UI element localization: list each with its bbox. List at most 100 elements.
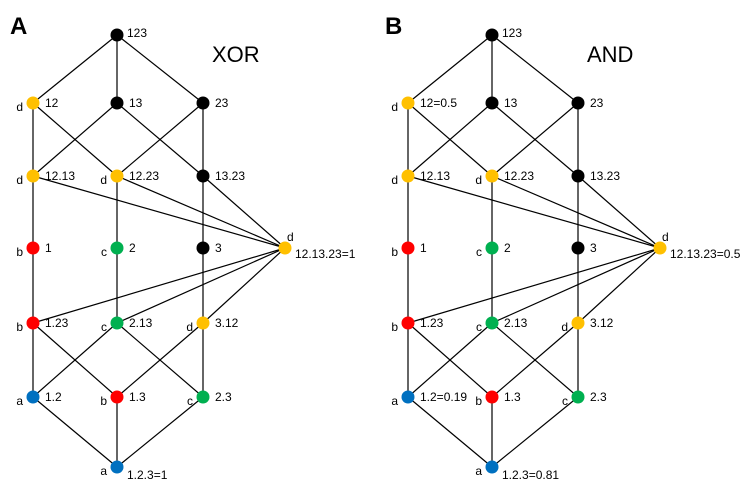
node-dot-nD	[653, 241, 667, 255]
node-label: 2.3	[590, 390, 607, 404]
node-label: 13	[129, 96, 143, 110]
node-side-label: c	[562, 394, 568, 408]
node-dot-n123	[110, 28, 124, 42]
panel-letter: B	[385, 13, 402, 40]
node-side-label: c	[187, 394, 193, 408]
edge-n2_3-nB	[491, 396, 579, 468]
node-side-label: d	[16, 100, 23, 114]
node-label: 2	[504, 241, 511, 255]
node-side-label: d	[391, 100, 398, 114]
node-label: 12.13.23=0.5	[670, 247, 741, 261]
lattice-node: 12.13.23=0.5d	[653, 230, 741, 261]
node-dot-n13	[485, 96, 499, 110]
node-label: 3.12	[590, 316, 614, 330]
node-label: 23	[590, 96, 604, 110]
node-dot-n2_13	[110, 316, 124, 330]
node-dot-n1	[401, 241, 415, 255]
node-label: 1.2	[45, 390, 62, 404]
node-label: 123	[502, 26, 522, 40]
node-dot-n1_2	[401, 390, 415, 404]
node-dot-n12_23	[485, 169, 499, 183]
node-dot-n123	[485, 28, 499, 42]
node-label: 3.12	[215, 316, 239, 330]
lattice-node: 23	[571, 96, 604, 110]
node-label: 1	[45, 241, 52, 255]
node-label: 12	[45, 96, 59, 110]
node-label: 13.23	[215, 169, 245, 183]
lattice-node: 12.13 d	[16, 169, 75, 187]
edge-n12_23-nD	[116, 175, 286, 249]
panel-title: AND	[587, 42, 633, 67]
node-label: 2	[129, 241, 136, 255]
node-dot-n2_3	[571, 390, 585, 404]
node-dot-n12_13	[26, 169, 40, 183]
node-side-label: b	[16, 320, 23, 334]
lattice-node: 2.3 c	[562, 390, 607, 408]
node-label: 12.23	[504, 169, 534, 183]
node-dot-n23	[196, 96, 210, 110]
edge-n1_2-nB	[407, 396, 493, 468]
lattice-node: 2.13 c	[101, 316, 153, 334]
node-side-label: b	[16, 245, 23, 259]
lattice-node: 23	[196, 96, 229, 110]
edge-n2_13-n1_2	[407, 322, 493, 398]
edge-group	[32, 34, 286, 468]
node-side-label: d	[287, 230, 294, 244]
node-label: 1.23	[420, 316, 444, 330]
lattice-node: 2c	[476, 241, 511, 259]
lattice-node: 3.12 d	[186, 316, 238, 334]
panel-title: XOR	[212, 42, 260, 67]
node-label: 12.13	[45, 169, 75, 183]
edge-nD-n2_13	[491, 247, 661, 324]
node-label: 123	[127, 26, 147, 40]
node-label: 12.13	[420, 169, 450, 183]
node-label: 1.23	[45, 316, 69, 330]
edge-n12_23-nD	[491, 175, 661, 249]
node-side-label: a	[475, 464, 482, 478]
lattice-node: 12.23 d	[100, 169, 159, 187]
node-label: 2.13	[129, 316, 153, 330]
node-dot-n13_23	[571, 169, 585, 183]
edge-nD-n3_12	[202, 247, 286, 324]
edge-n13_23-nD	[577, 175, 661, 249]
lattice-node: 12.23 d	[475, 169, 534, 187]
node-dot-n12	[26, 96, 40, 110]
node-dot-n1_3	[110, 390, 124, 404]
node-label: 13.23	[590, 169, 620, 183]
node-side-label: b	[100, 394, 107, 408]
lattice-node: 13	[485, 96, 518, 110]
node-label: 1.3	[129, 390, 146, 404]
node-side-label: d	[475, 173, 482, 187]
node-label: 3	[215, 241, 222, 255]
edge-group	[407, 34, 661, 468]
lattice-node: 1.2=0.19 a	[391, 390, 467, 408]
node-label: 13	[504, 96, 518, 110]
lattice-node: 1b	[391, 241, 427, 259]
edge-n12_13-nD	[32, 175, 286, 249]
lattice-node: 12=0.5 d	[391, 96, 457, 114]
edge-n123-n12	[32, 34, 118, 104]
edge-nD-n1_23	[407, 247, 661, 324]
node-side-label: d	[561, 320, 568, 334]
node-label: 1.2.3=1	[127, 468, 168, 482]
edge-n3_12-n1_3	[116, 322, 204, 398]
edge-n123-n23	[491, 34, 579, 104]
node-label: 1.2.3=0.81	[502, 468, 559, 482]
lattice-node: 1.23 b	[391, 316, 443, 334]
edge-n23-n12_23	[116, 102, 204, 177]
lattice-node: 3.12 d	[561, 316, 613, 334]
lattice-node: 1.2 a	[16, 390, 62, 408]
node-side-label: d	[662, 230, 669, 244]
edge-n13_23-nD	[202, 175, 286, 249]
node-label: 1.3	[504, 390, 521, 404]
node-label: 1	[420, 241, 427, 255]
panel-letter: A	[10, 13, 27, 40]
edge-nD-n1_23	[32, 247, 286, 324]
node-side-label: c	[476, 245, 482, 259]
node-dot-n2	[110, 241, 124, 255]
lattice-node: 2c	[101, 241, 136, 259]
lattice-node: 1.2.3=1 a	[100, 460, 168, 482]
